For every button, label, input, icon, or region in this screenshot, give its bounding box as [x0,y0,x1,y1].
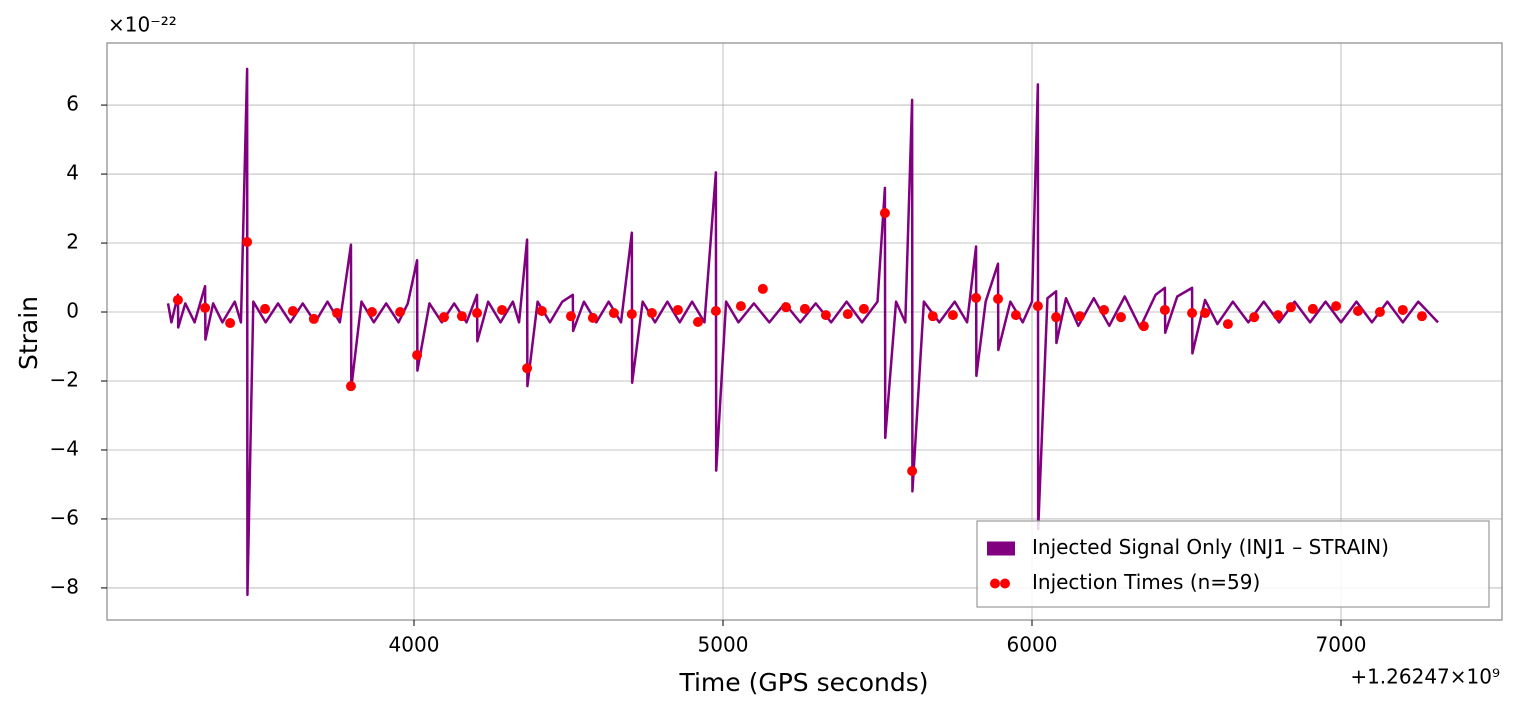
legend-box [976,520,1490,608]
injection-point [1374,307,1385,318]
injection-point [710,305,721,316]
injection-point [472,308,483,319]
injection-point [587,312,598,323]
injection-point [565,311,576,322]
injection-point [907,466,918,477]
y-axis-label: Strain [14,296,43,370]
injection-point [412,350,423,361]
labels: 4000 5000 6000 7000 −8 −6 −4 −2 0 2 4 6 [50,92,1367,657]
injection-point [1074,311,1085,322]
injection-point [757,283,768,294]
plot-area [166,67,1439,597]
injection-point [1187,308,1198,319]
injection-point [1416,311,1427,322]
injection-point [260,303,271,314]
x-axis-label: Time (GPS seconds) [678,668,928,697]
x-offset: +1.26247×10⁹ [1350,665,1500,689]
injection-point [1115,312,1126,323]
injection-point [1099,304,1110,315]
injection-point [332,308,343,319]
y-tick-label: −4 [50,436,79,460]
injection-point [879,208,890,219]
legend-marker [990,578,1000,589]
y-tick-label: −2 [50,367,79,391]
y-tick-label: −8 [50,574,79,598]
injection-point [395,307,406,318]
injection-point [781,302,792,313]
injection-point [993,293,1004,304]
y-tick-label: 2 [66,230,79,254]
injection-point [497,304,508,315]
injection-point [1138,321,1149,332]
injection-point [242,237,253,248]
x-tick-label: 7000 [1316,633,1367,657]
injection-point [646,308,657,319]
injection-point [345,381,356,392]
legend-marker [1000,578,1010,589]
injection-point [947,310,958,321]
injection-point [608,308,619,319]
injection-point [172,294,183,305]
injection-point [735,301,746,312]
injection-point [1272,310,1283,321]
injection-point [1249,312,1260,323]
injection-point [1353,305,1364,316]
legend-marker [987,541,1015,556]
x-tick-label: 4000 [389,633,440,657]
injection-point [927,311,938,322]
injection-point [438,312,449,323]
x-tick-label: 5000 [698,633,749,657]
injection-point [287,305,298,316]
axes-frame [106,42,1503,621]
injection-point [1010,310,1021,321]
injection-point [842,309,853,320]
injection-point [672,304,683,315]
legend-label: Injection Times (n=59) [1032,570,1260,594]
injection-point [1307,303,1318,314]
injection-point [200,302,211,313]
x-tick-label: 6000 [1007,633,1058,657]
injection-point [536,305,547,316]
injection-point [225,318,236,329]
legend: Injected Signal Only (INJ1 – STRAIN) Inje… [976,520,1490,608]
injection-point [858,303,869,314]
injection-point [1051,312,1062,323]
injection-point [820,310,831,321]
y-tick-label: 6 [66,92,79,116]
injection-point [522,363,533,374]
injection-point [1397,304,1408,315]
injection-point [456,311,467,322]
y-multiplier: ×10⁻²² [108,13,177,37]
y-tick-label: 4 [66,161,79,185]
legend-label: Injected Signal Only (INJ1 – STRAIN) [1032,535,1389,559]
injection-point [1200,308,1211,319]
y-tick-label: −6 [50,505,79,529]
injection-point [1032,301,1043,312]
injection-point [692,317,703,328]
injection-point [1285,302,1296,313]
y-tick-label: 0 [66,299,79,323]
injection-point [1222,319,1233,330]
injection-point [626,309,637,320]
injection-point [1331,301,1342,312]
injection-point [308,313,319,324]
injection-point [366,307,377,318]
injection-point [971,292,982,303]
injection-point [799,303,810,314]
injection-point [1159,304,1170,315]
